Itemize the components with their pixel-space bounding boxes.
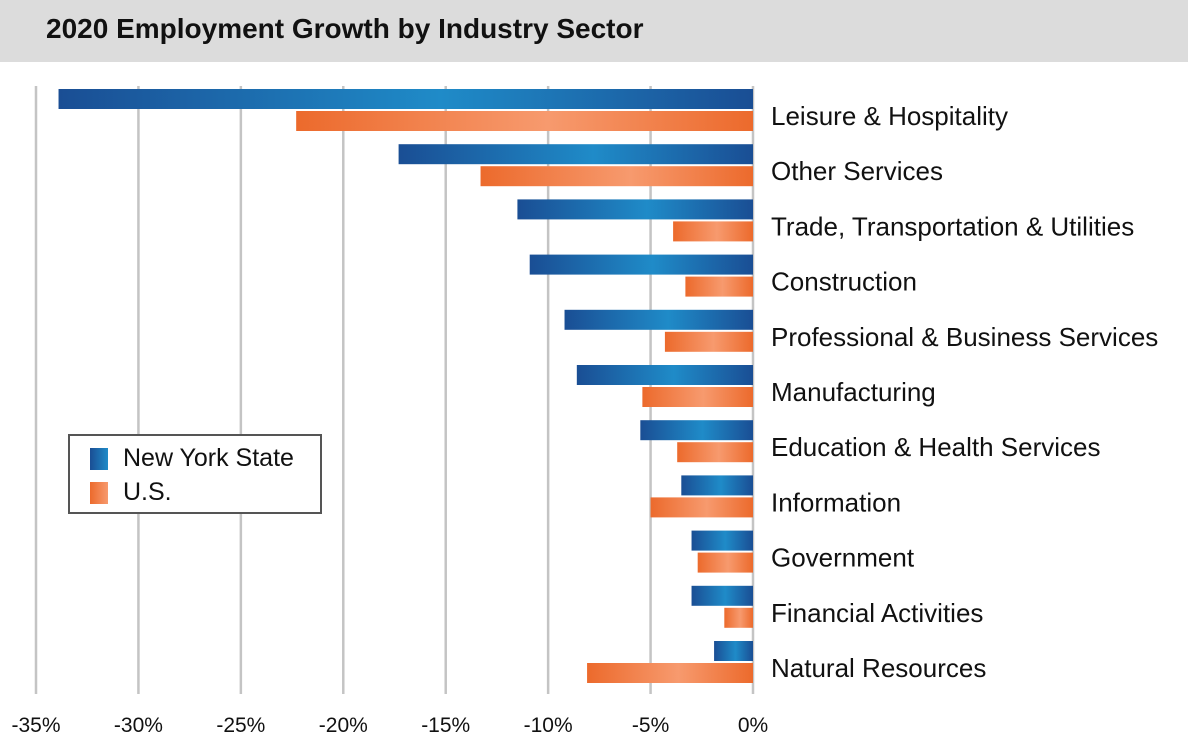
category-label-manufacturing: Manufacturing [771,377,936,407]
legend-label-new-york-state: New York State [123,444,294,472]
x-tick-label: -10% [524,714,573,737]
bar-new-york-state-trade-transportation-and-utilities [517,199,753,220]
legend: New York State U.S. [68,434,322,514]
bar-us-financial-activities [724,607,753,628]
bar-new-york-state-other-services [398,144,753,165]
category-label-other-services: Other Services [771,156,943,186]
category-labels: Leisure & Hospitality Other Services Trade… [771,101,1158,683]
bar-us-education-and-health-services [677,442,753,463]
x-tick-label: 0% [738,714,768,737]
category-label-financial-activities: Financial Activities [771,598,983,628]
category-label-information: Information [771,487,901,517]
bar-new-york-state-construction [529,254,753,275]
bar-us-government [697,552,753,573]
x-tick-label: -15% [421,714,470,737]
category-label-trade-transportation-and-utilities: Trade, Transportation & Utilities [771,211,1134,241]
bar-us-professional-and-business-services [664,331,753,352]
category-label-education-and-health-services: Education & Health Services [771,432,1101,462]
category-label-professional-and-business-services: Professional & Business Services [771,322,1158,352]
chart-title: 2020 Employment Growth by Industry Secto… [46,13,644,44]
x-tick-label: -35% [11,714,60,737]
x-tick-label: -5% [632,714,669,737]
bar-us-information [650,497,753,518]
x-tick-label: -30% [114,714,163,737]
bar-new-york-state-natural-resources [714,641,753,661]
bar-us-natural-resources [587,663,753,683]
category-label-construction: Construction [771,267,917,297]
category-label-government: Government [771,543,915,573]
bars [58,89,753,683]
bar-new-york-state-leisure-and-hospitality [58,89,753,109]
bar-new-york-state-information [681,475,753,496]
bar-new-york-state-financial-activities [691,585,753,606]
x-axis-tick-labels: -35% -30% -25% -20% -15% -10% -5% 0% [11,714,768,737]
x-tick-label: -20% [319,714,368,737]
bar-new-york-state-manufacturing [576,365,753,385]
bar-us-leisure-and-hospitality [296,111,753,131]
bar-us-construction [685,276,753,297]
legend-label-us: U.S. [123,478,172,506]
bar-new-york-state-education-and-health-services [640,420,753,441]
title-bar: 2020 Employment Growth by Industry Secto… [0,0,1188,62]
bar-us-trade-transportation-and-utilities [673,221,753,242]
bar-new-york-state-government [691,530,753,551]
bar-new-york-state-professional-and-business-services [564,309,753,330]
legend-swatch-new-york-state [90,448,108,470]
legend-swatch-us [90,482,108,504]
bar-us-manufacturing [642,387,753,407]
bar-us-other-services [480,166,753,187]
category-label-natural-resources: Natural Resources [771,653,986,683]
category-label-leisure-and-hospitality: Leisure & Hospitality [771,101,1008,131]
x-tick-label: -25% [216,714,265,737]
